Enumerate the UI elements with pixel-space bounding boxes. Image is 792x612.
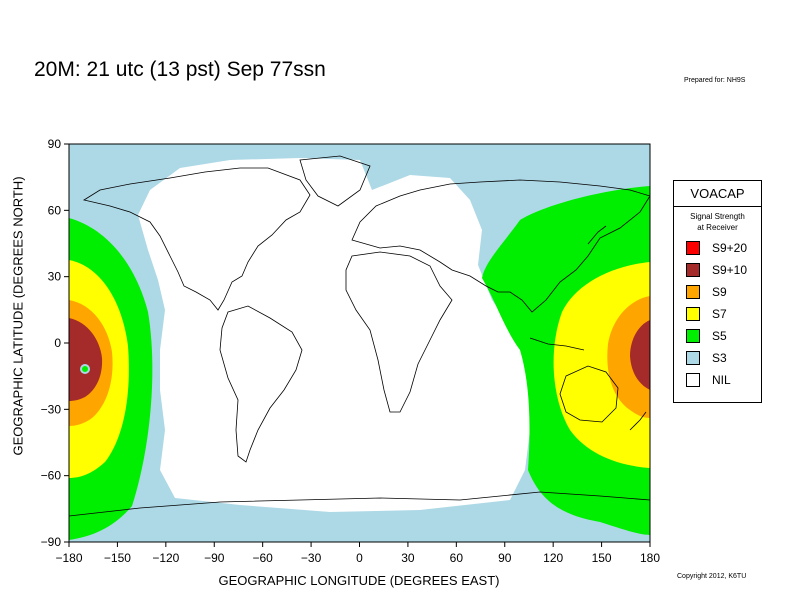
x-axis-label: GEOGRAPHIC LONGITUDE (DEGREES EAST): [218, 573, 500, 588]
coverage-s910-west: [69, 318, 103, 401]
y-tick-label: 30: [48, 270, 62, 284]
legend-subtitle-line2: at Receiver: [697, 223, 738, 232]
legend-items: S9+20 S9+10 S9 S7 S5 S3 NIL: [674, 237, 761, 391]
x-tick-label: 0: [356, 551, 363, 565]
outline-europe-asia: [351, 179, 650, 313]
x-tick-label: −120: [152, 551, 179, 565]
x-tick-label: −30: [301, 551, 322, 565]
legend-item: S7: [674, 303, 761, 325]
legend-item: S3: [674, 347, 761, 369]
legend-item: S9+10: [674, 259, 761, 281]
x-tick-label: 30: [401, 551, 415, 565]
x-tick-label: 120: [543, 551, 563, 565]
y-tick-label: −90: [41, 535, 62, 549]
x-tick-label: −180: [55, 551, 82, 565]
outline-japan: [587, 225, 607, 245]
coverage-s5-spot: [82, 366, 88, 372]
y-axis-ticks: −90 −60 −30 0 30 60 90: [41, 137, 69, 549]
y-tick-label: 0: [54, 336, 61, 350]
outline-australia: [559, 365, 619, 423]
legend-item: S5: [674, 325, 761, 347]
legend-label: S5: [712, 329, 727, 343]
legend-label: S3: [712, 351, 727, 365]
outline-new-zealand: [629, 411, 647, 431]
legend-item: S9+20: [674, 237, 761, 259]
copyright-note: Copyright 2012, K6TU: [677, 573, 747, 580]
coverage-nil-region: [138, 158, 530, 512]
x-tick-label: −90: [204, 551, 225, 565]
y-axis-label: GEOGRAPHIC LATITUDE (DEGREES NORTH): [10, 176, 26, 456]
legend-swatch: [686, 241, 700, 255]
continent-outlines: [69, 155, 650, 517]
x-tick-label: 180: [640, 551, 660, 565]
legend-swatch: [686, 263, 700, 277]
legend-title: VOACAP: [674, 181, 761, 207]
outline-africa: [345, 251, 453, 413]
page-title: 20M: 21 utc (13 pst) Sep 77ssn: [34, 58, 326, 81]
y-tick-label: −30: [41, 402, 62, 416]
outline-indonesia: [529, 337, 585, 351]
outline-north-america: [82, 167, 311, 311]
prepared-for-note: Prepared for: NH9S: [684, 77, 746, 84]
legend-swatch: [686, 351, 700, 365]
x-tick-label: −150: [104, 551, 131, 565]
legend-label: S9: [712, 285, 727, 299]
legend-box: VOACAP Signal Strength at Receiver S9+20…: [673, 180, 762, 403]
legend-swatch: [686, 373, 700, 387]
outline-antarctica: [69, 491, 650, 517]
y-tick-label: 60: [48, 203, 62, 217]
legend-label: S9+10: [712, 263, 748, 277]
x-tick-label: 60: [450, 551, 464, 565]
legend-item: S9: [674, 281, 761, 303]
legend-label: NIL: [712, 373, 731, 387]
x-tick-label: 90: [498, 551, 512, 565]
legend-item: NIL: [674, 369, 761, 391]
y-tick-label: −60: [41, 469, 62, 483]
y-tick-label: 90: [48, 137, 62, 151]
x-axis-ticks: −180 −150 −120 −90 −60 −30 0 30 60 90 120 150 180: [55, 542, 660, 565]
x-tick-label: −60: [252, 551, 273, 565]
x-tick-label: 150: [592, 551, 612, 565]
map-plot-area: [69, 144, 650, 542]
outline-south-america: [219, 305, 303, 463]
coverage-s910-east: [630, 320, 650, 390]
legend-swatch: [686, 329, 700, 343]
legend-label: S7: [712, 307, 727, 321]
legend-subtitle: Signal Strength at Receiver: [674, 211, 761, 233]
legend-swatch: [686, 285, 700, 299]
outline-greenland: [299, 155, 371, 207]
legend-swatch: [686, 307, 700, 321]
legend-label: S9+20: [712, 241, 748, 255]
legend-subtitle-line1: Signal Strength: [690, 212, 745, 221]
